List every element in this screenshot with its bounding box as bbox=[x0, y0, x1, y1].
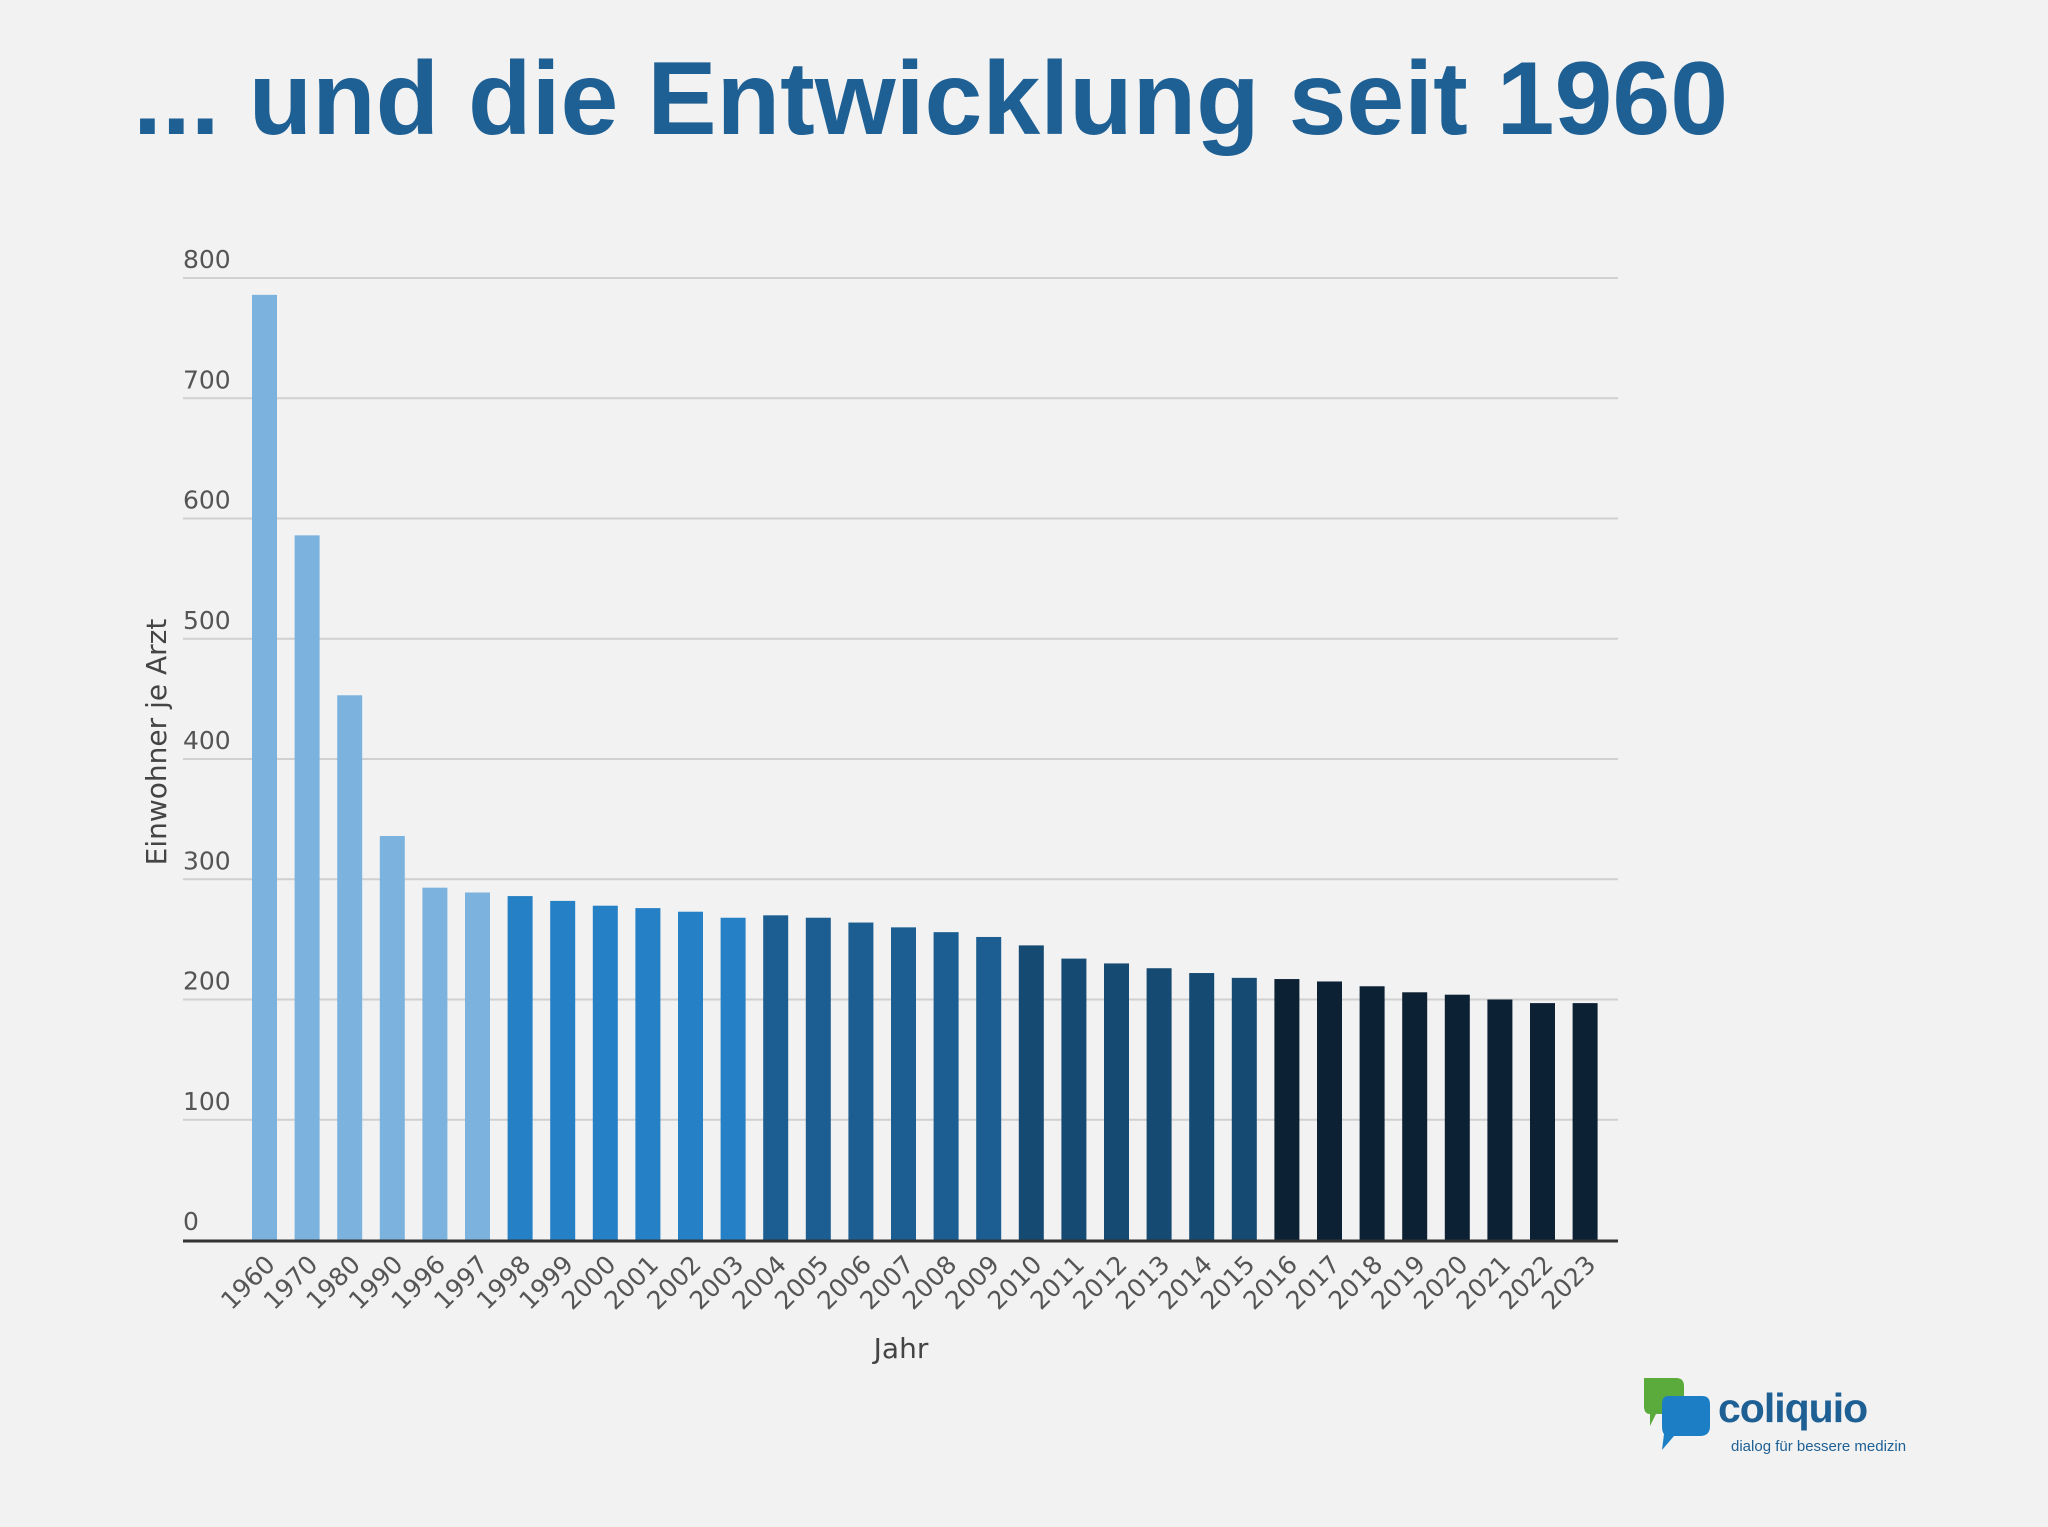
y-tick-label: 500 bbox=[183, 606, 231, 635]
coliquio-logo: coliquio dialog für bessere medizin bbox=[1640, 1372, 1940, 1472]
y-tick-label: 600 bbox=[183, 486, 231, 515]
bar bbox=[252, 294, 277, 1241]
bar bbox=[805, 917, 831, 1240]
bar bbox=[933, 932, 959, 1240]
bar bbox=[1104, 963, 1129, 1240]
bar bbox=[422, 887, 448, 1240]
bar bbox=[1402, 992, 1428, 1240]
speech-bubble-logo-icon bbox=[1644, 1378, 1710, 1450]
bar bbox=[1231, 977, 1257, 1240]
bar bbox=[465, 892, 490, 1240]
bar bbox=[1189, 973, 1215, 1240]
bars bbox=[252, 294, 1598, 1241]
y-tick-label: 100 bbox=[183, 1087, 231, 1116]
bar bbox=[294, 535, 320, 1240]
bar bbox=[891, 927, 916, 1240]
logo-tagline: dialog für bessere medizin bbox=[1731, 1438, 1907, 1455]
x-axis-title: Jahr bbox=[872, 1332, 929, 1365]
x-tick-labels: 1960197019801990199619971998199920002001… bbox=[215, 1250, 1601, 1315]
bar bbox=[1444, 994, 1470, 1240]
y-tick-label: 200 bbox=[183, 967, 231, 996]
y-tick-label: 800 bbox=[183, 245, 231, 274]
bar bbox=[337, 695, 363, 1240]
y-tick-label: 300 bbox=[183, 846, 231, 875]
y-tick-label: 400 bbox=[183, 726, 231, 755]
logo-name: coliquio bbox=[1718, 1385, 1868, 1431]
y-axis-title: Einwohner je Arzt bbox=[140, 619, 173, 866]
bar bbox=[1146, 968, 1172, 1240]
bar bbox=[1487, 999, 1513, 1240]
y-tick-label: 0 bbox=[183, 1207, 199, 1236]
bar bbox=[976, 936, 1002, 1240]
bar bbox=[678, 911, 703, 1240]
bar bbox=[1018, 945, 1044, 1240]
bar bbox=[1274, 979, 1300, 1240]
bar bbox=[1061, 958, 1087, 1240]
bar bbox=[1359, 986, 1385, 1240]
y-tick-label: 700 bbox=[183, 365, 231, 394]
bar bbox=[507, 896, 533, 1240]
bar bbox=[1317, 981, 1342, 1240]
bar bbox=[550, 900, 576, 1240]
bar bbox=[592, 905, 618, 1240]
bar bbox=[763, 915, 789, 1240]
bar bbox=[848, 922, 874, 1240]
bar bbox=[635, 908, 661, 1240]
bar bbox=[379, 835, 405, 1240]
slide-title: ... und die Entwicklung seit 1960 bbox=[133, 41, 1729, 157]
bar bbox=[1572, 1003, 1598, 1240]
y-tick-labels: 0 100 200 300 400 500 600 700 800 bbox=[183, 245, 231, 1236]
bar bbox=[1530, 1003, 1555, 1240]
bar bbox=[720, 917, 746, 1240]
